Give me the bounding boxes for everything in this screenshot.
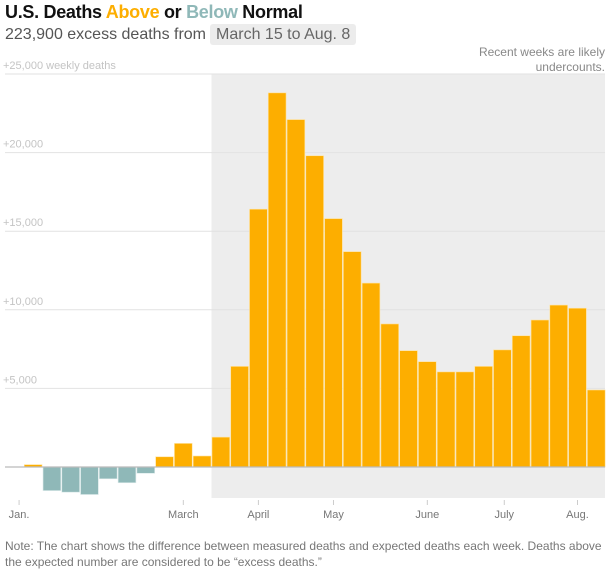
x-tick-label: June — [415, 509, 439, 521]
below-label: Below — [186, 2, 238, 22]
bar-week-13 — [249, 208, 268, 468]
bar-week-19 — [361, 282, 381, 468]
x-tick-label: April — [247, 509, 269, 521]
bar-week-2 — [42, 466, 62, 491]
bar-week-26 — [493, 349, 512, 468]
chart-title: U.S. Deaths Above or Below Normal — [5, 2, 303, 22]
bar-week-17 — [324, 218, 343, 468]
bar-week-14 — [267, 92, 287, 468]
bar-week-20 — [380, 323, 399, 468]
x-tick-label: March — [168, 509, 199, 521]
bar-week-27 — [511, 335, 531, 468]
bar-week-3 — [61, 466, 80, 493]
x-tick-label: May — [323, 509, 344, 521]
bar-week-8 — [155, 456, 174, 468]
x-tick-label: Aug. — [566, 509, 589, 521]
y-tick-label: +5,000 — [3, 374, 37, 386]
y-tick-label: +15,000 — [3, 217, 43, 229]
bar-week-31 — [587, 389, 606, 468]
bar-week-25 — [474, 366, 493, 468]
y-tick-label: +20,000 — [3, 139, 43, 151]
bar-week-23 — [436, 371, 456, 468]
bar-week-12 — [230, 366, 249, 468]
bar-week-16 — [305, 155, 324, 468]
bar-week-30 — [568, 307, 587, 468]
bar-week-10 — [192, 455, 212, 468]
bar-week-18 — [343, 251, 362, 468]
date-range-badge: March 15 to Aug. 8 — [210, 24, 357, 45]
above-label: Above — [105, 2, 160, 22]
undercount-note: Recent weeks are likely undercounts. — [478, 45, 605, 74]
x-tick-label: July — [495, 509, 515, 521]
bar-week-4 — [80, 466, 99, 495]
subtitle: 223,900 excess deaths from March 15 to Au… — [5, 24, 357, 45]
bar-week-21 — [399, 350, 418, 468]
bar-week-6 — [117, 466, 137, 484]
bar-week-24 — [455, 371, 475, 468]
bar-week-9 — [174, 443, 193, 468]
bar-week-7 — [136, 466, 155, 474]
x-tick-label: Jan. — [9, 509, 30, 521]
bar-week-15 — [286, 119, 306, 468]
bar-week-5 — [99, 466, 118, 480]
bar-week-28 — [530, 319, 550, 468]
footnote: Note: The chart shows the difference bet… — [5, 539, 602, 569]
bar-week-22 — [418, 361, 437, 468]
y-tick-label: +25,000 weekly deaths — [3, 60, 116, 72]
bar-week-29 — [549, 304, 568, 468]
y-tick-label: +10,000 — [3, 296, 43, 308]
bar-week-11 — [211, 436, 231, 468]
